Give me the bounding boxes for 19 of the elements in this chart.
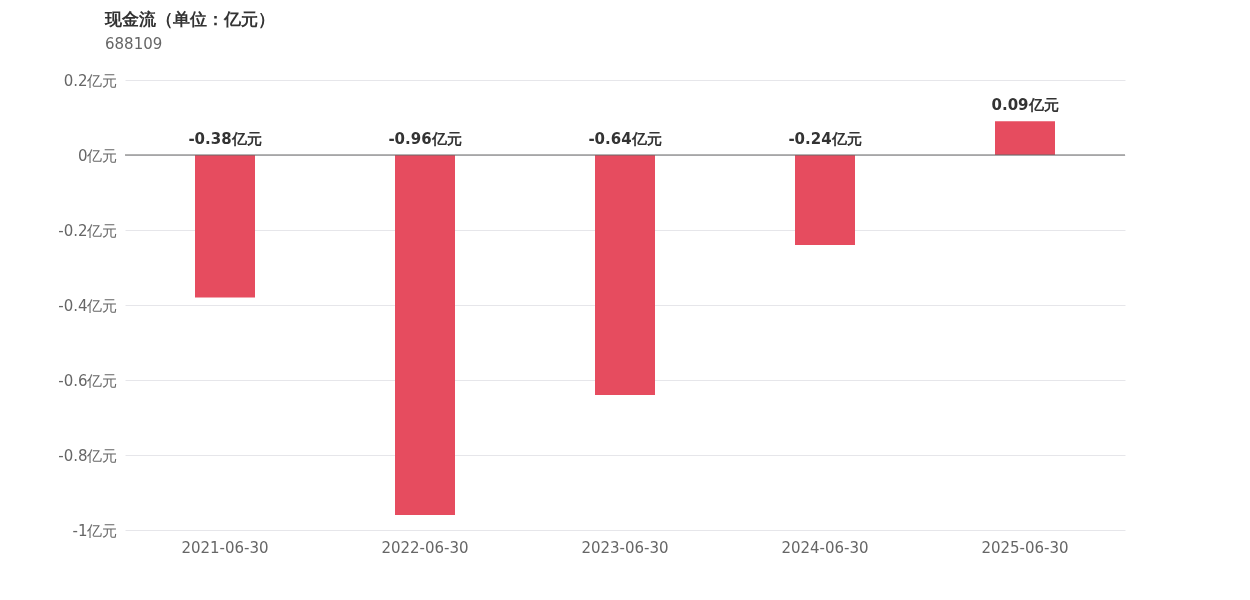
y-tick-label: 0亿元 bbox=[77, 146, 118, 165]
chart-title: 现金流（单位：亿元） bbox=[104, 9, 275, 29]
data-label: 0.09亿元 bbox=[991, 96, 1059, 115]
x-tick-label: 2022-06-30 bbox=[381, 538, 469, 557]
data-label: -0.96亿元 bbox=[388, 130, 462, 148]
x-tick-label: 2021-06-30 bbox=[181, 538, 269, 557]
data-label: -0.38亿元 bbox=[188, 130, 262, 148]
data-label: -0.64亿元 bbox=[588, 130, 662, 148]
data-label: -0.24亿元 bbox=[788, 130, 862, 148]
y-tick-label: -0.6亿元 bbox=[58, 371, 118, 390]
y-tick-label: -0.8亿元 bbox=[58, 446, 118, 465]
y-tick-label: -0.2亿元 bbox=[58, 221, 118, 240]
chart-subtitle: 688109 bbox=[105, 35, 163, 53]
y-tick-label: -1亿元 bbox=[72, 521, 118, 540]
y-tick-label: -0.4亿元 bbox=[58, 296, 118, 315]
x-tick-label: 2024-06-30 bbox=[781, 538, 869, 557]
x-tick-label: 2025-06-30 bbox=[981, 538, 1069, 557]
y-tick-label: 0.2亿元 bbox=[63, 71, 118, 90]
x-tick-label: 2023-06-30 bbox=[581, 538, 669, 557]
